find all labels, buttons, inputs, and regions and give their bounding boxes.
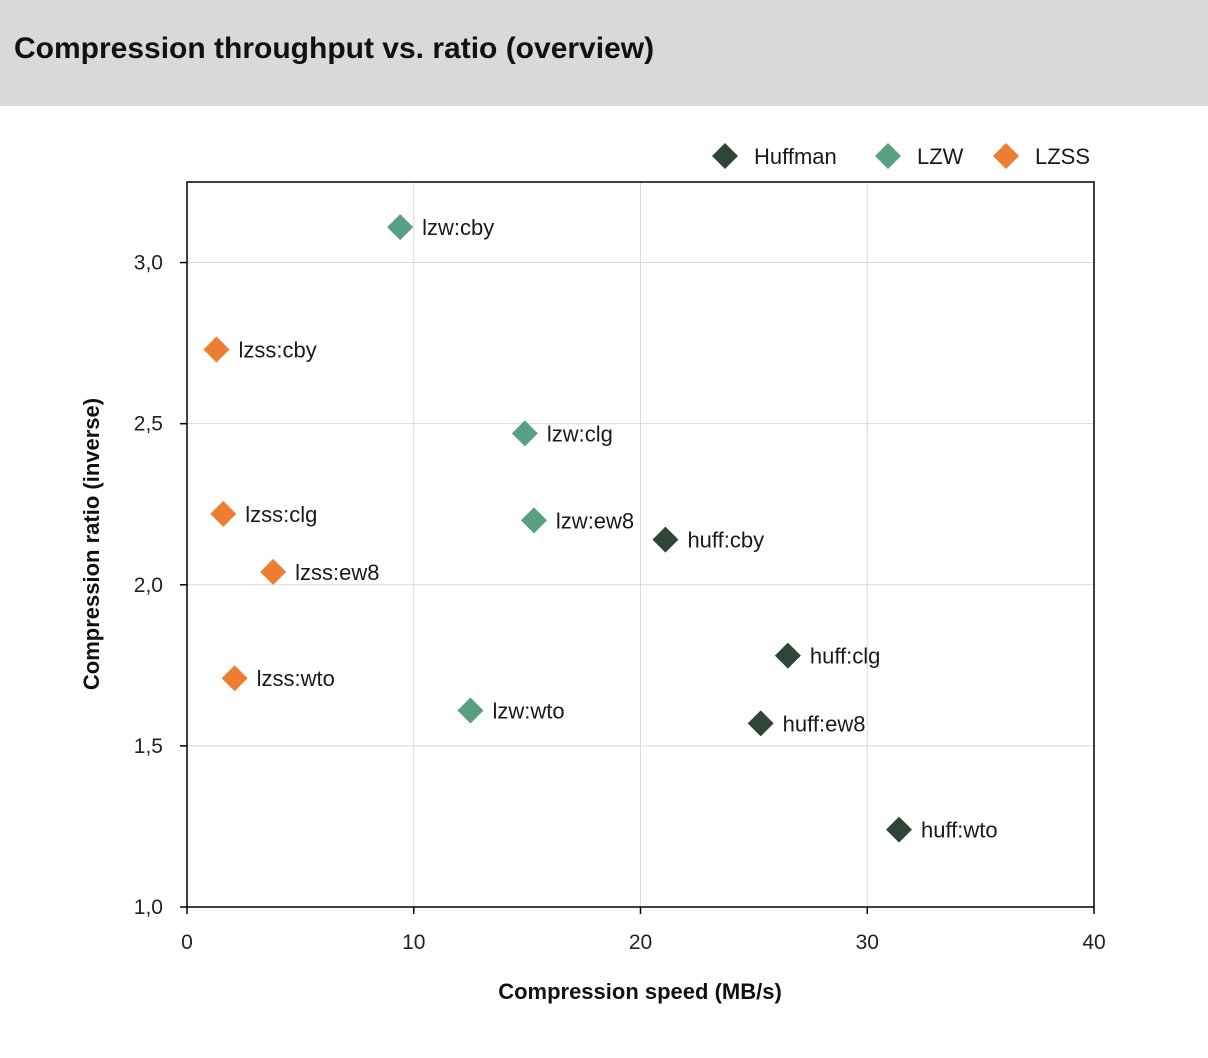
point-label: lzss:wto (257, 666, 335, 691)
point-label: huff:wto (921, 818, 998, 843)
point-label: huff:ew8 (783, 711, 866, 736)
x-axis-title: Compression speed (MB/s) (498, 979, 782, 1004)
point-label: huff:clg (810, 644, 881, 669)
data-point-lzw-clg (511, 420, 538, 447)
legend-marker-lzw (875, 143, 901, 169)
y-tick-label: 2,0 (134, 574, 163, 597)
y-tick-label: 2,5 (134, 413, 163, 436)
y-tick-label: 1,5 (134, 735, 163, 758)
data-point-lzss-ew8 (260, 558, 287, 585)
legend-label: Huffman (754, 144, 837, 169)
y-tick-label: 1,0 (134, 896, 163, 919)
point-label: huff:cby (687, 528, 764, 553)
x-tick-label: 30 (856, 931, 879, 954)
x-tick-label: 40 (1082, 931, 1105, 954)
point-label: lzw:wto (492, 698, 564, 723)
axes: 0 10 20 30 40 1,0 1,5 2,0 2,5 3,0 (134, 252, 1106, 954)
x-tick-label: 0 (181, 931, 193, 954)
y-axis-title: Compression ratio (inverse) (79, 398, 104, 690)
data-point-lzss-cby (203, 336, 230, 363)
title-bar: Compression throughput vs. ratio (overvi… (0, 0, 1208, 106)
grid (187, 182, 1094, 907)
point-label: lzss:cby (238, 338, 316, 363)
point-label: lzss:ew8 (295, 560, 379, 585)
legend-label: LZSS (1035, 144, 1090, 169)
legend-marker-lzss (993, 143, 1019, 169)
data-point-lzss-clg (210, 500, 237, 527)
data-points: huff:cby huff:clg huff:ew8 huff:wto lzw:cby l… (203, 214, 998, 843)
point-label: lzw:clg (547, 421, 613, 446)
data-point-huff-wto (885, 816, 912, 843)
y-tick-label: 3,0 (134, 252, 163, 275)
data-point-lzw-wto (457, 697, 484, 724)
x-tick-label: 20 (629, 931, 652, 954)
point-label: lzw:cby (422, 215, 494, 240)
data-point-huff-ew8 (747, 710, 774, 737)
point-label: lzss:clg (245, 502, 317, 527)
data-point-huff-clg (774, 642, 801, 669)
legend: Huffman LZW LZSS (712, 143, 1090, 169)
page-title: Compression throughput vs. ratio (overvi… (14, 32, 655, 65)
data-point-huff-cby (652, 526, 679, 553)
data-point-lzw-ew8 (520, 507, 547, 534)
data-point-lzw-cby (387, 214, 414, 241)
legend-label: LZW (917, 144, 964, 169)
legend-marker-huffman (712, 143, 738, 169)
x-tick-label: 10 (402, 931, 425, 954)
data-point-lzss-wto (221, 665, 248, 692)
point-label: lzw:ew8 (556, 508, 634, 533)
scatter-chart: 0 10 20 30 40 1,0 1,5 2,0 2,5 3,0 huff:cby huff:cl… (79, 143, 1106, 1004)
